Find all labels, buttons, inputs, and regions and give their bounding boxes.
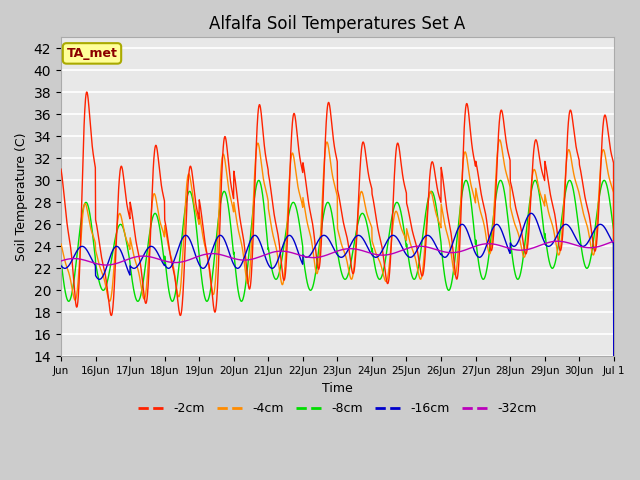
Legend: -2cm, -4cm, -8cm, -16cm, -32cm: -2cm, -4cm, -8cm, -16cm, -32cm xyxy=(133,397,541,420)
X-axis label: Time: Time xyxy=(322,382,353,395)
Y-axis label: Soil Temperature (C): Soil Temperature (C) xyxy=(15,132,28,261)
Title: Alfalfa Soil Temperatures Set A: Alfalfa Soil Temperatures Set A xyxy=(209,15,465,33)
Text: TA_met: TA_met xyxy=(67,47,117,60)
